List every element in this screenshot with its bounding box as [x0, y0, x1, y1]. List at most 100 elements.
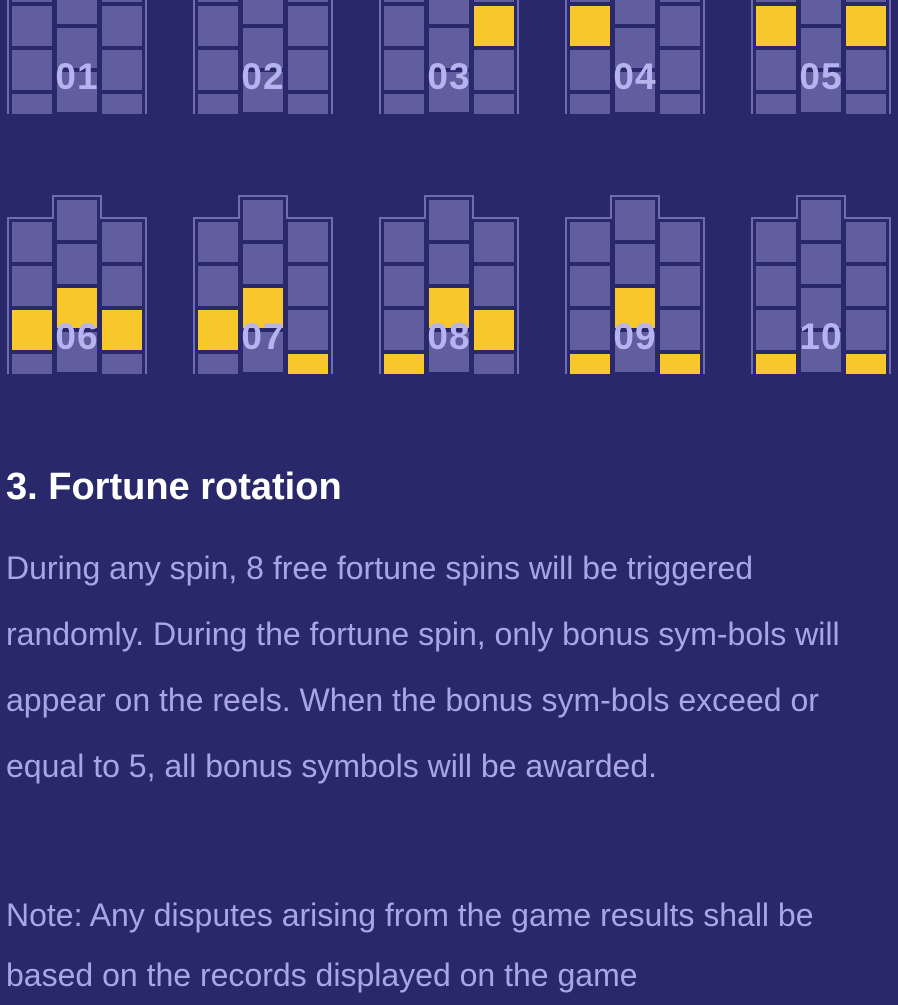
cell: [243, 0, 283, 24]
frame-outline: [379, 195, 519, 374]
cell: [615, 244, 655, 284]
cell: [102, 266, 142, 306]
cell: [615, 72, 655, 112]
cell: [846, 310, 886, 350]
cell: [198, 94, 238, 114]
payline-pattern-09: 09: [562, 192, 708, 374]
section-title: 3. Fortune rotation: [6, 466, 342, 508]
cell: [660, 310, 700, 350]
cell: [846, 266, 886, 306]
cell: [846, 94, 886, 114]
cell: [429, 376, 469, 416]
cell: [12, 222, 52, 262]
cell: [846, 50, 886, 90]
payline-number: 08: [427, 316, 471, 357]
cell-highlighted: [243, 288, 283, 328]
cell: [57, 72, 97, 112]
cell-highlighted: [288, 354, 328, 374]
cell: [660, 6, 700, 46]
cell-highlighted: [660, 354, 700, 374]
cell: [429, 0, 469, 24]
cell: [243, 200, 283, 240]
cell: [12, 354, 52, 374]
cell: [474, 94, 514, 114]
cell: [615, 332, 655, 372]
cell: [801, 200, 841, 240]
cell-highlighted: [102, 310, 142, 350]
cell: [198, 266, 238, 306]
cell: [198, 6, 238, 46]
frame-outline: [565, 195, 705, 374]
cell: [615, 116, 655, 156]
cell-highlighted: [384, 354, 424, 374]
cell-highlighted: [801, 376, 841, 416]
payline-diagram: [751, 195, 891, 374]
cell: [198, 222, 238, 262]
cell: [102, 0, 142, 2]
cell-highlighted: [474, 310, 514, 350]
payline-number: 02: [241, 56, 285, 97]
cell: [243, 376, 283, 416]
frame-outline: [751, 195, 891, 374]
payline-diagram: [193, 195, 333, 374]
cell: [756, 94, 796, 114]
cell: [102, 94, 142, 114]
cell: [570, 222, 610, 262]
cell: [12, 50, 52, 90]
cell: [384, 310, 424, 350]
cell: [801, 116, 841, 156]
cell: [570, 50, 610, 90]
cell: [384, 0, 424, 2]
cell-highlighted: [756, 354, 796, 374]
cell: [57, 116, 97, 156]
payline-pattern-08: 08: [376, 192, 522, 374]
cell-highlighted: [846, 354, 886, 374]
cell: [384, 50, 424, 90]
cell: [243, 116, 283, 156]
cell: [102, 354, 142, 374]
cell: [243, 28, 283, 68]
cell: [615, 200, 655, 240]
cell: [474, 354, 514, 374]
cell: [288, 6, 328, 46]
cell: [243, 332, 283, 372]
cell: [474, 50, 514, 90]
cell: [756, 266, 796, 306]
cell: [288, 94, 328, 114]
payline-diagram: [7, 0, 147, 114]
cell: [474, 222, 514, 262]
cell: [12, 0, 52, 2]
cell: [660, 94, 700, 114]
section-note: Note: Any disputes arising from the game…: [6, 897, 814, 993]
payline-number: 10: [799, 316, 843, 357]
cell: [288, 0, 328, 2]
cell: [570, 94, 610, 114]
cell: [474, 266, 514, 306]
cell: [384, 266, 424, 306]
payline-diagram: [379, 0, 519, 114]
cell: [288, 310, 328, 350]
cell: [615, 376, 655, 416]
cell: [243, 72, 283, 112]
cell: [102, 6, 142, 46]
cell: [102, 50, 142, 90]
cell-highlighted: [570, 6, 610, 46]
cell: [660, 266, 700, 306]
cell-highlighted: [756, 6, 796, 46]
cell: [198, 0, 238, 2]
payline-pattern-06: 06: [4, 192, 150, 374]
cell: [801, 72, 841, 112]
payline-number: 07: [241, 316, 285, 357]
cell: [429, 332, 469, 372]
payline-pattern-03: 03: [376, 0, 522, 114]
cell: [384, 94, 424, 114]
cell-highlighted: [615, 288, 655, 328]
cell: [57, 244, 97, 284]
cell: [288, 50, 328, 90]
cell: [570, 0, 610, 2]
cell: [57, 332, 97, 372]
cell: [801, 0, 841, 24]
payline-number: 06: [55, 316, 99, 357]
cell: [756, 0, 796, 2]
payline-pattern-02: 02: [190, 0, 336, 114]
